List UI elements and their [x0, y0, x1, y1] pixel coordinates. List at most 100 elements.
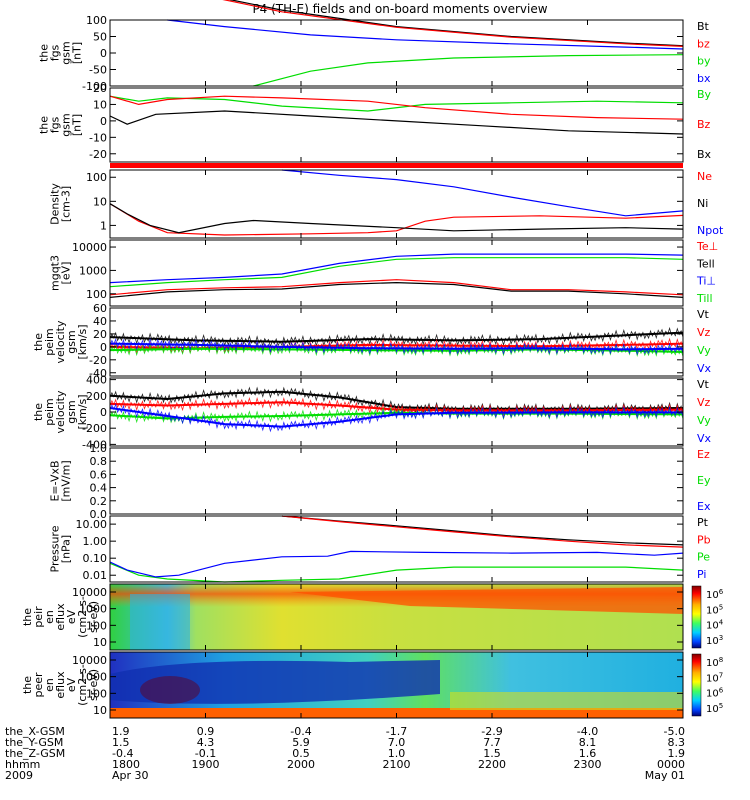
- series-bx: [167, 19, 684, 50]
- y-axis-label-line: eflux: [54, 671, 67, 699]
- x-axis-value: 1.9: [668, 747, 686, 760]
- y-tick-label: 10000: [72, 654, 107, 667]
- panel-pressure: 10.00 1.00 0.10 0.01 Pressure[nPa] Pt Pb Pe Pi: [49, 515, 711, 583]
- y-axis-label-line: sr-eV): [87, 601, 100, 633]
- y-tick-label: 100: [86, 171, 107, 184]
- x-axis-value: 2100: [383, 758, 411, 771]
- panel-density: 100 10 1 Density[cm-3] Ne Ni Npot: [49, 169, 724, 239]
- y-tick-label: 1000: [79, 603, 107, 616]
- spectrogram-hotband: [290, 587, 683, 614]
- y-tick-label: 20: [93, 328, 107, 341]
- y-axis-label-line: peim: [43, 328, 56, 356]
- series-noise-Vy: [109, 342, 684, 358]
- y-axis-label-line: velocity: [54, 390, 67, 433]
- y-tick-label: 0.2: [90, 495, 108, 508]
- y-tick-label: -50: [89, 64, 107, 77]
- y-tick-label: 1: [100, 219, 107, 232]
- legend-bz: bz: [697, 37, 710, 50]
- y-axis-label: Pressure[nPa]: [49, 525, 73, 572]
- legend-Ey: Ey: [697, 474, 711, 487]
- x-axis-value: 4.3: [197, 736, 215, 749]
- colorbar-tick: 103: [706, 634, 723, 647]
- legend-Vy: Vy: [697, 414, 711, 427]
- legend-Vz: Vz: [697, 396, 711, 409]
- x-axis-value: 0.9: [197, 725, 215, 738]
- y-tick-label: 100: [86, 619, 107, 632]
- y-tick-label: 0: [100, 47, 107, 60]
- legend-Npot: Npot: [697, 224, 724, 237]
- x-axis-value: 5.9: [292, 736, 310, 749]
- x-row-label: hhmm: [5, 758, 40, 771]
- x-axis-value: 0.5: [292, 747, 310, 760]
- legend-Ez: Ez: [697, 448, 710, 461]
- x-axis-value: 1800: [112, 758, 140, 771]
- spectrogram-midband: [450, 692, 683, 710]
- x-axis-value: 2200: [478, 758, 506, 771]
- y-axis-label-line: the: [32, 333, 45, 351]
- x-row-label: the_Z-GSM: [5, 747, 65, 760]
- x-row-label: the_Y-GSM: [5, 736, 63, 749]
- series-by: [253, 54, 684, 87]
- x-axis-annotation: the_X-GSMthe_Y-GSMthe_Z-GSMhhmm20091.91.…: [5, 725, 685, 782]
- y-tick-label: 1.00: [83, 535, 108, 548]
- y-axis-label-line: eV: [65, 609, 78, 624]
- y-tick-label: 0.6: [90, 468, 108, 481]
- panel-peim_velocity: 6040200-20-40thepeimvelocitygsm[km/s]VtV…: [32, 302, 712, 380]
- x-axis-value: 8.3: [668, 736, 686, 749]
- series-Till: [109, 257, 684, 288]
- panel-temperature: 10000 1000 100 mgqt3[eV] Te⊥ Tell Ti⊥ Till: [49, 239, 718, 307]
- legend-Pi: Pi: [697, 568, 706, 581]
- panel-peer_eflux: 10810710610510000100010010thepeereneflux…: [21, 651, 724, 719]
- y-axis-label-line: en: [43, 610, 56, 624]
- series-Ne: [109, 203, 684, 236]
- series-Ti⊥: [109, 253, 684, 284]
- y-axis-label-line: [nT]: [71, 42, 84, 64]
- y-axis-label-line: the: [32, 403, 45, 421]
- legend-Ti⊥: Ti⊥: [696, 275, 716, 288]
- y-tick-label: 0.01: [83, 569, 108, 582]
- y-axis-label-line: [km/s]: [76, 394, 89, 429]
- y-tick-label: 100: [86, 687, 107, 700]
- y-axis-label-line: Density: [49, 183, 62, 225]
- colorbar-tick: 106: [706, 588, 724, 601]
- series-Bz: [109, 95, 684, 120]
- colorbar: [691, 653, 702, 717]
- y-axis-label-line: gsm: [65, 400, 78, 423]
- series-noise-Vt: [109, 326, 684, 348]
- legend-Vt: Vt: [697, 308, 710, 321]
- y-tick-label: 100: [86, 288, 107, 301]
- y-axis-label-line: [nT]: [71, 114, 84, 136]
- colorbar-tick: 107: [706, 671, 723, 684]
- y-tick-label: 1.0: [90, 442, 108, 455]
- series-Ni: [109, 203, 684, 234]
- colorbar-tick: 106: [706, 687, 724, 700]
- x-axis-value: 2000: [287, 758, 315, 771]
- y-tick-label: 10: [93, 195, 107, 208]
- y-tick-label: 0: [100, 115, 107, 128]
- series-noise-Vx: [109, 337, 684, 356]
- series-Bx: [109, 110, 684, 135]
- y-axis-label-line: sr-eV): [87, 669, 100, 701]
- legend-Bz: Bz: [697, 118, 711, 131]
- y-tick-label: 50: [93, 31, 107, 44]
- legend-Vx: Vx: [697, 432, 712, 445]
- panels: 100500-50-100thefgsgsm[nT]Btbzbybx20100-…: [21, 0, 724, 719]
- series-Bt: [228, 0, 684, 47]
- spectrogram-patch: [130, 594, 190, 650]
- y-axis-label-line: E=-VxB: [49, 460, 62, 501]
- y-tick-label: 10000: [72, 241, 107, 254]
- y-axis-label-line: en: [43, 678, 56, 692]
- x-axis-value: 7.7: [483, 736, 501, 749]
- y-tick-label: 10: [93, 636, 107, 649]
- legend-By: By: [697, 88, 712, 101]
- y-tick-label: 100: [86, 14, 107, 27]
- y-axis-label-line: gsm: [60, 113, 73, 136]
- x-axis-value: 7.0: [388, 736, 406, 749]
- y-tick-label: 10: [93, 98, 107, 111]
- y-tick-label: -20: [89, 148, 107, 161]
- x-axis-value: Apr 30: [112, 769, 149, 782]
- y-axis-label-line: eV: [65, 677, 78, 692]
